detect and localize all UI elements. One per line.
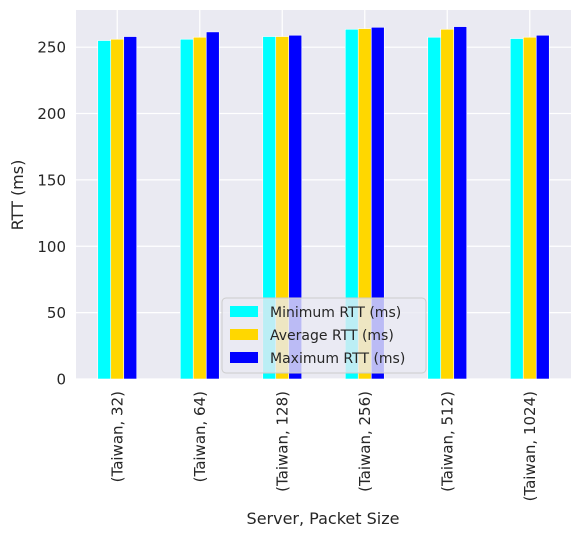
bar-minimum bbox=[427, 36, 442, 380]
bar-maximum bbox=[205, 31, 220, 380]
x-axis-label: Server, Packet Size bbox=[247, 509, 400, 528]
bar-maximum bbox=[453, 26, 468, 380]
x-tick-label: (Taiwan, 1024) bbox=[521, 391, 539, 501]
legend-swatch bbox=[230, 329, 258, 340]
x-tick-labels: (Taiwan, 32) (Taiwan, 64) (Taiwan, 128) (Ta… bbox=[108, 391, 539, 501]
y-tick-label: 200 bbox=[37, 105, 66, 123]
legend-label: Minimum RTT (ms) bbox=[270, 305, 401, 321]
x-tick-label: (Taiwan, 256) bbox=[356, 391, 374, 492]
legend-label: Average RTT (ms) bbox=[270, 328, 394, 344]
y-tick-label: 150 bbox=[37, 171, 66, 189]
bar-minimum bbox=[509, 38, 524, 380]
y-tick-label: 50 bbox=[47, 304, 66, 322]
bar-average bbox=[192, 36, 207, 380]
legend-swatch bbox=[230, 352, 258, 363]
bar-maximum bbox=[535, 34, 550, 380]
x-tick-label: (Taiwan, 128) bbox=[273, 391, 291, 492]
legend-box bbox=[221, 297, 427, 374]
bar-maximum bbox=[370, 26, 385, 380]
bar-maximum bbox=[123, 36, 138, 380]
x-tick-label: (Taiwan, 32) bbox=[108, 391, 126, 482]
bar-minimum bbox=[179, 38, 194, 380]
x-tick-label: (Taiwan, 64) bbox=[191, 391, 209, 482]
x-tick-label: (Taiwan, 512) bbox=[438, 391, 456, 492]
bars bbox=[97, 26, 550, 380]
y-tick-label: 250 bbox=[37, 39, 66, 57]
bar-average bbox=[440, 28, 455, 380]
bar-maximum bbox=[288, 34, 303, 380]
y-tick-labels: 0 50 100 150 200 250 bbox=[37, 39, 66, 389]
legend-swatch bbox=[230, 306, 258, 317]
bar-average bbox=[110, 38, 125, 380]
y-tick-label: 0 bbox=[56, 371, 66, 389]
bar-average bbox=[522, 36, 537, 380]
legend: Minimum RTT (ms) Average RTT (ms) Maximum … bbox=[221, 297, 427, 374]
y-axis-label: RTT (ms) bbox=[8, 160, 27, 231]
bar-minimum bbox=[97, 40, 112, 380]
legend-label: Maximum RTT (ms) bbox=[270, 351, 405, 367]
y-tick-label: 100 bbox=[37, 238, 66, 256]
